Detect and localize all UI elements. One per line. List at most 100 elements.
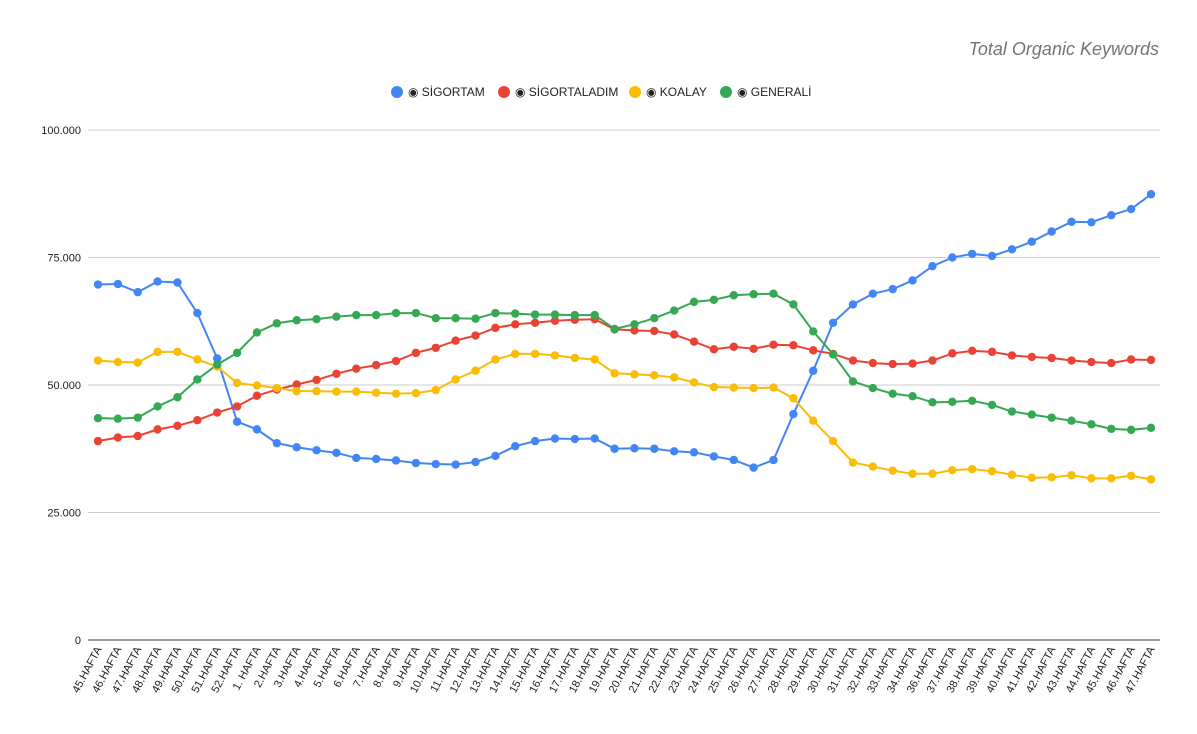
- legend-marker: [720, 86, 732, 98]
- data-point: [610, 444, 619, 453]
- data-point: [630, 326, 639, 335]
- data-point: [272, 438, 282, 448]
- data-point: [312, 375, 321, 385]
- data-point: [650, 326, 659, 336]
- data-point: [749, 383, 758, 393]
- data-point: [491, 308, 500, 318]
- data-point: [948, 253, 957, 262]
- data-point: [1007, 407, 1017, 416]
- data-point: [669, 330, 679, 339]
- data-point: [550, 434, 560, 443]
- legend-label: ◉ SİGORTALADIM: [515, 85, 618, 99]
- data-point: [411, 388, 421, 398]
- data-point: [332, 312, 341, 321]
- data-point: [1087, 218, 1096, 227]
- data-point: [232, 378, 242, 388]
- data-point: [1067, 471, 1076, 480]
- data-point: [391, 356, 401, 366]
- data-point: [252, 328, 262, 337]
- legend-marker: [629, 86, 641, 98]
- data-point: [590, 310, 599, 320]
- data-point: [272, 319, 282, 328]
- data-point: [312, 446, 321, 455]
- data-point: [213, 408, 222, 417]
- legend-item[interactable]: ◉ SİGORTAM: [391, 85, 485, 99]
- data-point: [113, 433, 123, 442]
- data-point: [1146, 190, 1156, 199]
- data-point: [1107, 358, 1116, 368]
- data-point: [193, 375, 202, 384]
- data-point: [610, 369, 619, 378]
- data-point: [729, 383, 738, 392]
- data-point: [153, 402, 162, 411]
- data-point: [1067, 356, 1076, 365]
- data-point: [868, 289, 878, 298]
- data-point: [391, 389, 401, 398]
- data-point: [193, 308, 202, 318]
- legend-marker: [391, 86, 403, 98]
- data-point: [491, 355, 500, 364]
- data-point: [709, 345, 719, 354]
- data-point: [709, 382, 719, 392]
- data-point: [1107, 210, 1116, 220]
- data-point: [669, 306, 679, 315]
- data-point: [550, 316, 560, 325]
- data-point: [769, 455, 778, 465]
- data-point: [948, 349, 957, 358]
- data-point: [1126, 471, 1136, 480]
- data-point: [689, 297, 699, 307]
- data-point: [93, 280, 103, 289]
- data-point: [809, 416, 818, 425]
- data-point: [292, 386, 301, 396]
- data-point: [1126, 425, 1136, 435]
- data-point: [391, 308, 401, 318]
- data-point: [570, 310, 580, 320]
- data-point: [987, 466, 997, 476]
- legend-item[interactable]: ◉ SİGORTALADIM: [498, 85, 618, 99]
- y-tick-label: 75.000: [47, 253, 81, 265]
- data-point: [530, 310, 540, 319]
- legend-marker: [498, 86, 510, 98]
- data-point: [133, 431, 142, 441]
- data-point: [868, 383, 878, 393]
- data-point: [828, 318, 838, 327]
- data-point: [888, 359, 897, 369]
- data-point: [908, 276, 917, 285]
- data-point: [570, 353, 580, 363]
- data-point: [789, 341, 798, 350]
- data-point: [252, 425, 262, 434]
- data-point: [93, 436, 103, 446]
- data-point: [610, 324, 619, 334]
- data-point: [371, 360, 381, 370]
- y-tick-label: 25.000: [47, 508, 81, 520]
- data-point: [252, 381, 262, 390]
- data-point: [650, 371, 659, 380]
- legend-item[interactable]: ◉ KOALAY: [629, 85, 707, 99]
- data-point: [292, 443, 301, 452]
- data-point: [888, 466, 897, 475]
- data-point: [431, 343, 440, 352]
- data-point: [530, 349, 540, 359]
- data-point: [948, 397, 957, 407]
- data-point: [928, 469, 937, 478]
- data-point: [252, 391, 262, 400]
- data-point: [511, 442, 520, 451]
- data-point: [292, 380, 301, 389]
- legend-item[interactable]: ◉ GENERALİ: [720, 85, 812, 99]
- data-point: [769, 289, 778, 298]
- data-point: [570, 434, 580, 444]
- data-point: [193, 415, 202, 425]
- data-point: [590, 355, 599, 364]
- data-point: [908, 469, 917, 478]
- data-point: [193, 355, 202, 364]
- data-point: [352, 310, 361, 320]
- data-point: [809, 366, 818, 375]
- legend-label: ◉ GENERALİ: [737, 85, 812, 99]
- data-point: [650, 313, 659, 323]
- data-point: [689, 378, 699, 387]
- data-point: [967, 249, 977, 259]
- data-point: [630, 444, 639, 453]
- data-point: [471, 366, 480, 375]
